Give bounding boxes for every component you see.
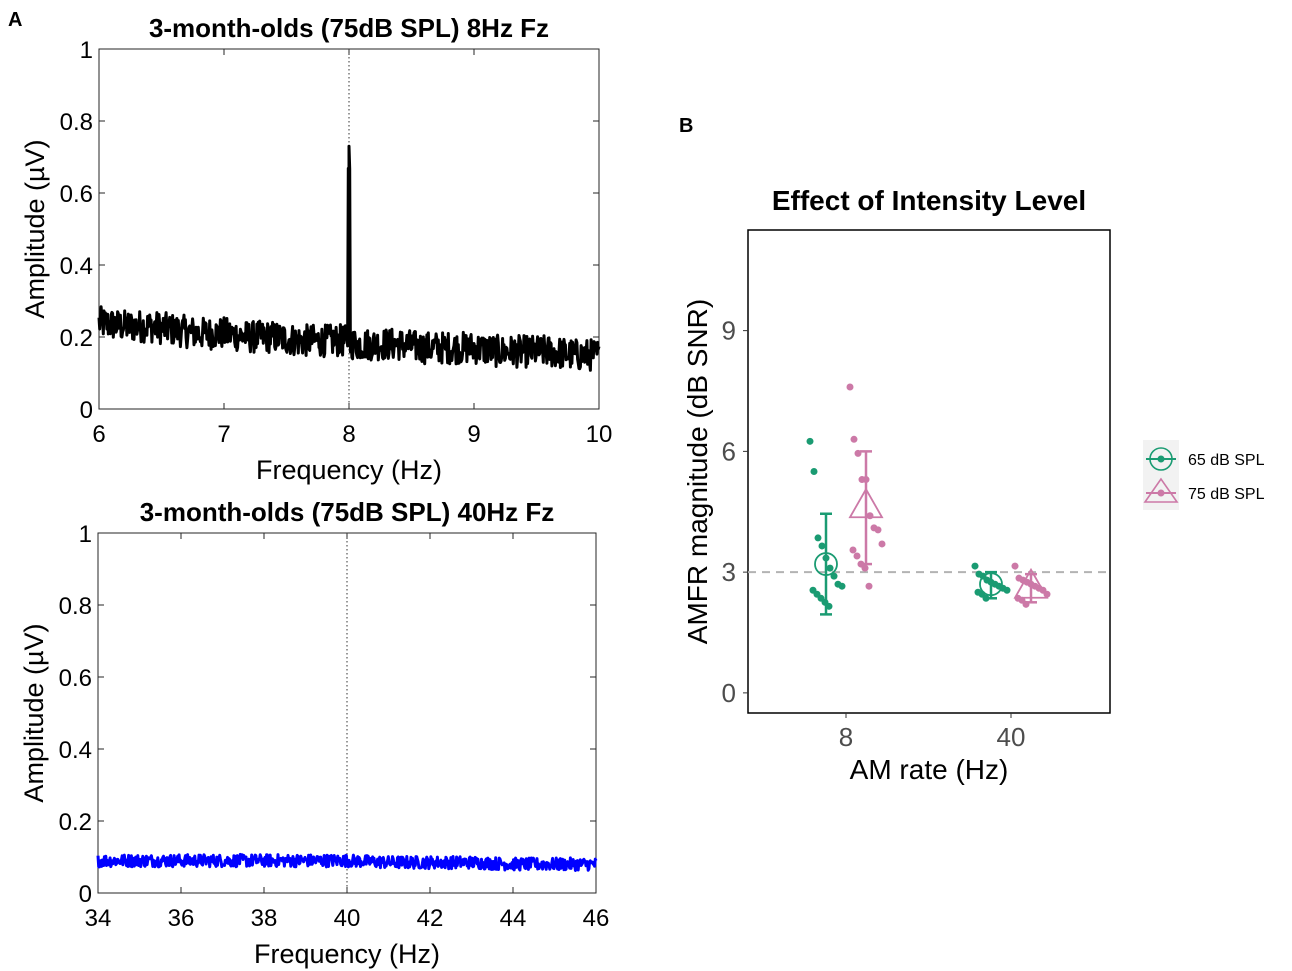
mean-marker [979, 572, 1003, 597]
data-point [866, 512, 874, 520]
y-tick-label: 9 [722, 316, 736, 346]
data-point [971, 562, 979, 570]
y-tick-label: 0 [79, 881, 92, 908]
legend-label: 65 dB SPL [1188, 452, 1265, 469]
data-point [878, 540, 886, 548]
x-axis-label: Frequency (Hz) [254, 939, 440, 969]
y-tick-label: 0.8 [60, 109, 93, 136]
data-point [849, 546, 857, 554]
x-tick-label: 40 [997, 722, 1026, 752]
data-point [838, 582, 846, 590]
y-axis-label: Amplitude (µV) [20, 139, 50, 318]
data-point [853, 552, 861, 560]
y-tick-label: 0.2 [60, 325, 93, 352]
legend-key-marker [1143, 477, 1179, 503]
x-axis-label: Frequency (Hz) [256, 455, 442, 485]
y-tick-label: 0.4 [59, 737, 92, 764]
legend-key-point [1157, 455, 1165, 463]
mean-marker [814, 552, 838, 576]
data-point [854, 449, 862, 457]
data-point [806, 437, 814, 445]
x-tick-label: 42 [417, 905, 444, 932]
series-line [96, 852, 598, 872]
data-point [846, 383, 854, 391]
x-tick-label: 44 [500, 905, 527, 932]
y-axis-label: Amplitude (µV) [19, 623, 49, 802]
x-axis-label: AM rate (Hz) [850, 754, 1009, 785]
chart-title: Effect of Intensity Level [772, 185, 1086, 216]
x-tick-label: 34 [85, 905, 112, 932]
y-tick-label: 6 [722, 436, 736, 466]
legend-key-point [1157, 489, 1165, 497]
chart-a-top: 3-month-olds (75dB SPL) 8Hz Fz 0 0.2 0.4 0.6… [20, 13, 612, 485]
x-tick-label: 7 [217, 421, 230, 448]
data-point [865, 582, 873, 590]
data-point [1011, 562, 1019, 570]
y-axis-label: AMFR magnitude (dB SNR) [682, 299, 713, 644]
data-point [850, 435, 858, 443]
data-point [810, 468, 818, 475]
data-point [1003, 586, 1011, 594]
y-tick-label: 1 [79, 521, 92, 548]
data-point [818, 542, 826, 550]
legend: 65 dB SPL 75 dB SPL [1143, 440, 1265, 510]
x-tick-label: 6 [92, 421, 105, 448]
panel-label-a: A [8, 9, 22, 31]
legend-key-background [1143, 440, 1179, 510]
x-tick-label: 10 [586, 421, 613, 448]
data-point [874, 526, 882, 534]
y-tick-label: 0.6 [59, 665, 92, 692]
y-tick-label: 1 [80, 37, 93, 64]
y-tick-label: 0.8 [59, 593, 92, 620]
x-tick-label: 38 [251, 905, 278, 932]
x-tick-label: 8 [342, 421, 355, 448]
data-point [814, 534, 822, 542]
panel-label-b: B [679, 115, 693, 137]
x-tick-label: 9 [467, 421, 480, 448]
data-point [861, 564, 869, 572]
data-point [830, 572, 838, 580]
mean-marker [1013, 567, 1049, 599]
legend-key-marker [1149, 447, 1173, 471]
data-point [826, 564, 834, 572]
chart-title: 3-month-olds (75dB SPL) 40Hz Fz [140, 497, 555, 527]
x-tick-label: 46 [583, 905, 610, 932]
y-tick-label: 0 [80, 397, 93, 424]
y-tick-label: 0.4 [60, 253, 93, 280]
x-tick-label: 36 [168, 905, 195, 932]
y-tick-label: 0 [722, 678, 736, 708]
plot-frame [747, 229, 1111, 714]
x-tick-label: 40 [334, 905, 361, 932]
chart-title: 3-month-olds (75dB SPL) 8Hz Fz [149, 13, 549, 43]
chart-a-bottom: 3-month-olds (75dB SPL) 40Hz Fz 0 0.2 0.4 0.… [19, 497, 609, 969]
legend-label: 75 dB SPL [1188, 486, 1265, 503]
y-tick-label: 0.6 [60, 181, 93, 208]
series-line [97, 144, 601, 372]
y-tick-label: 3 [722, 557, 736, 587]
y-tick-label: 0.2 [59, 809, 92, 836]
x-tick-label: 8 [839, 722, 853, 752]
mean-marker [848, 487, 884, 519]
